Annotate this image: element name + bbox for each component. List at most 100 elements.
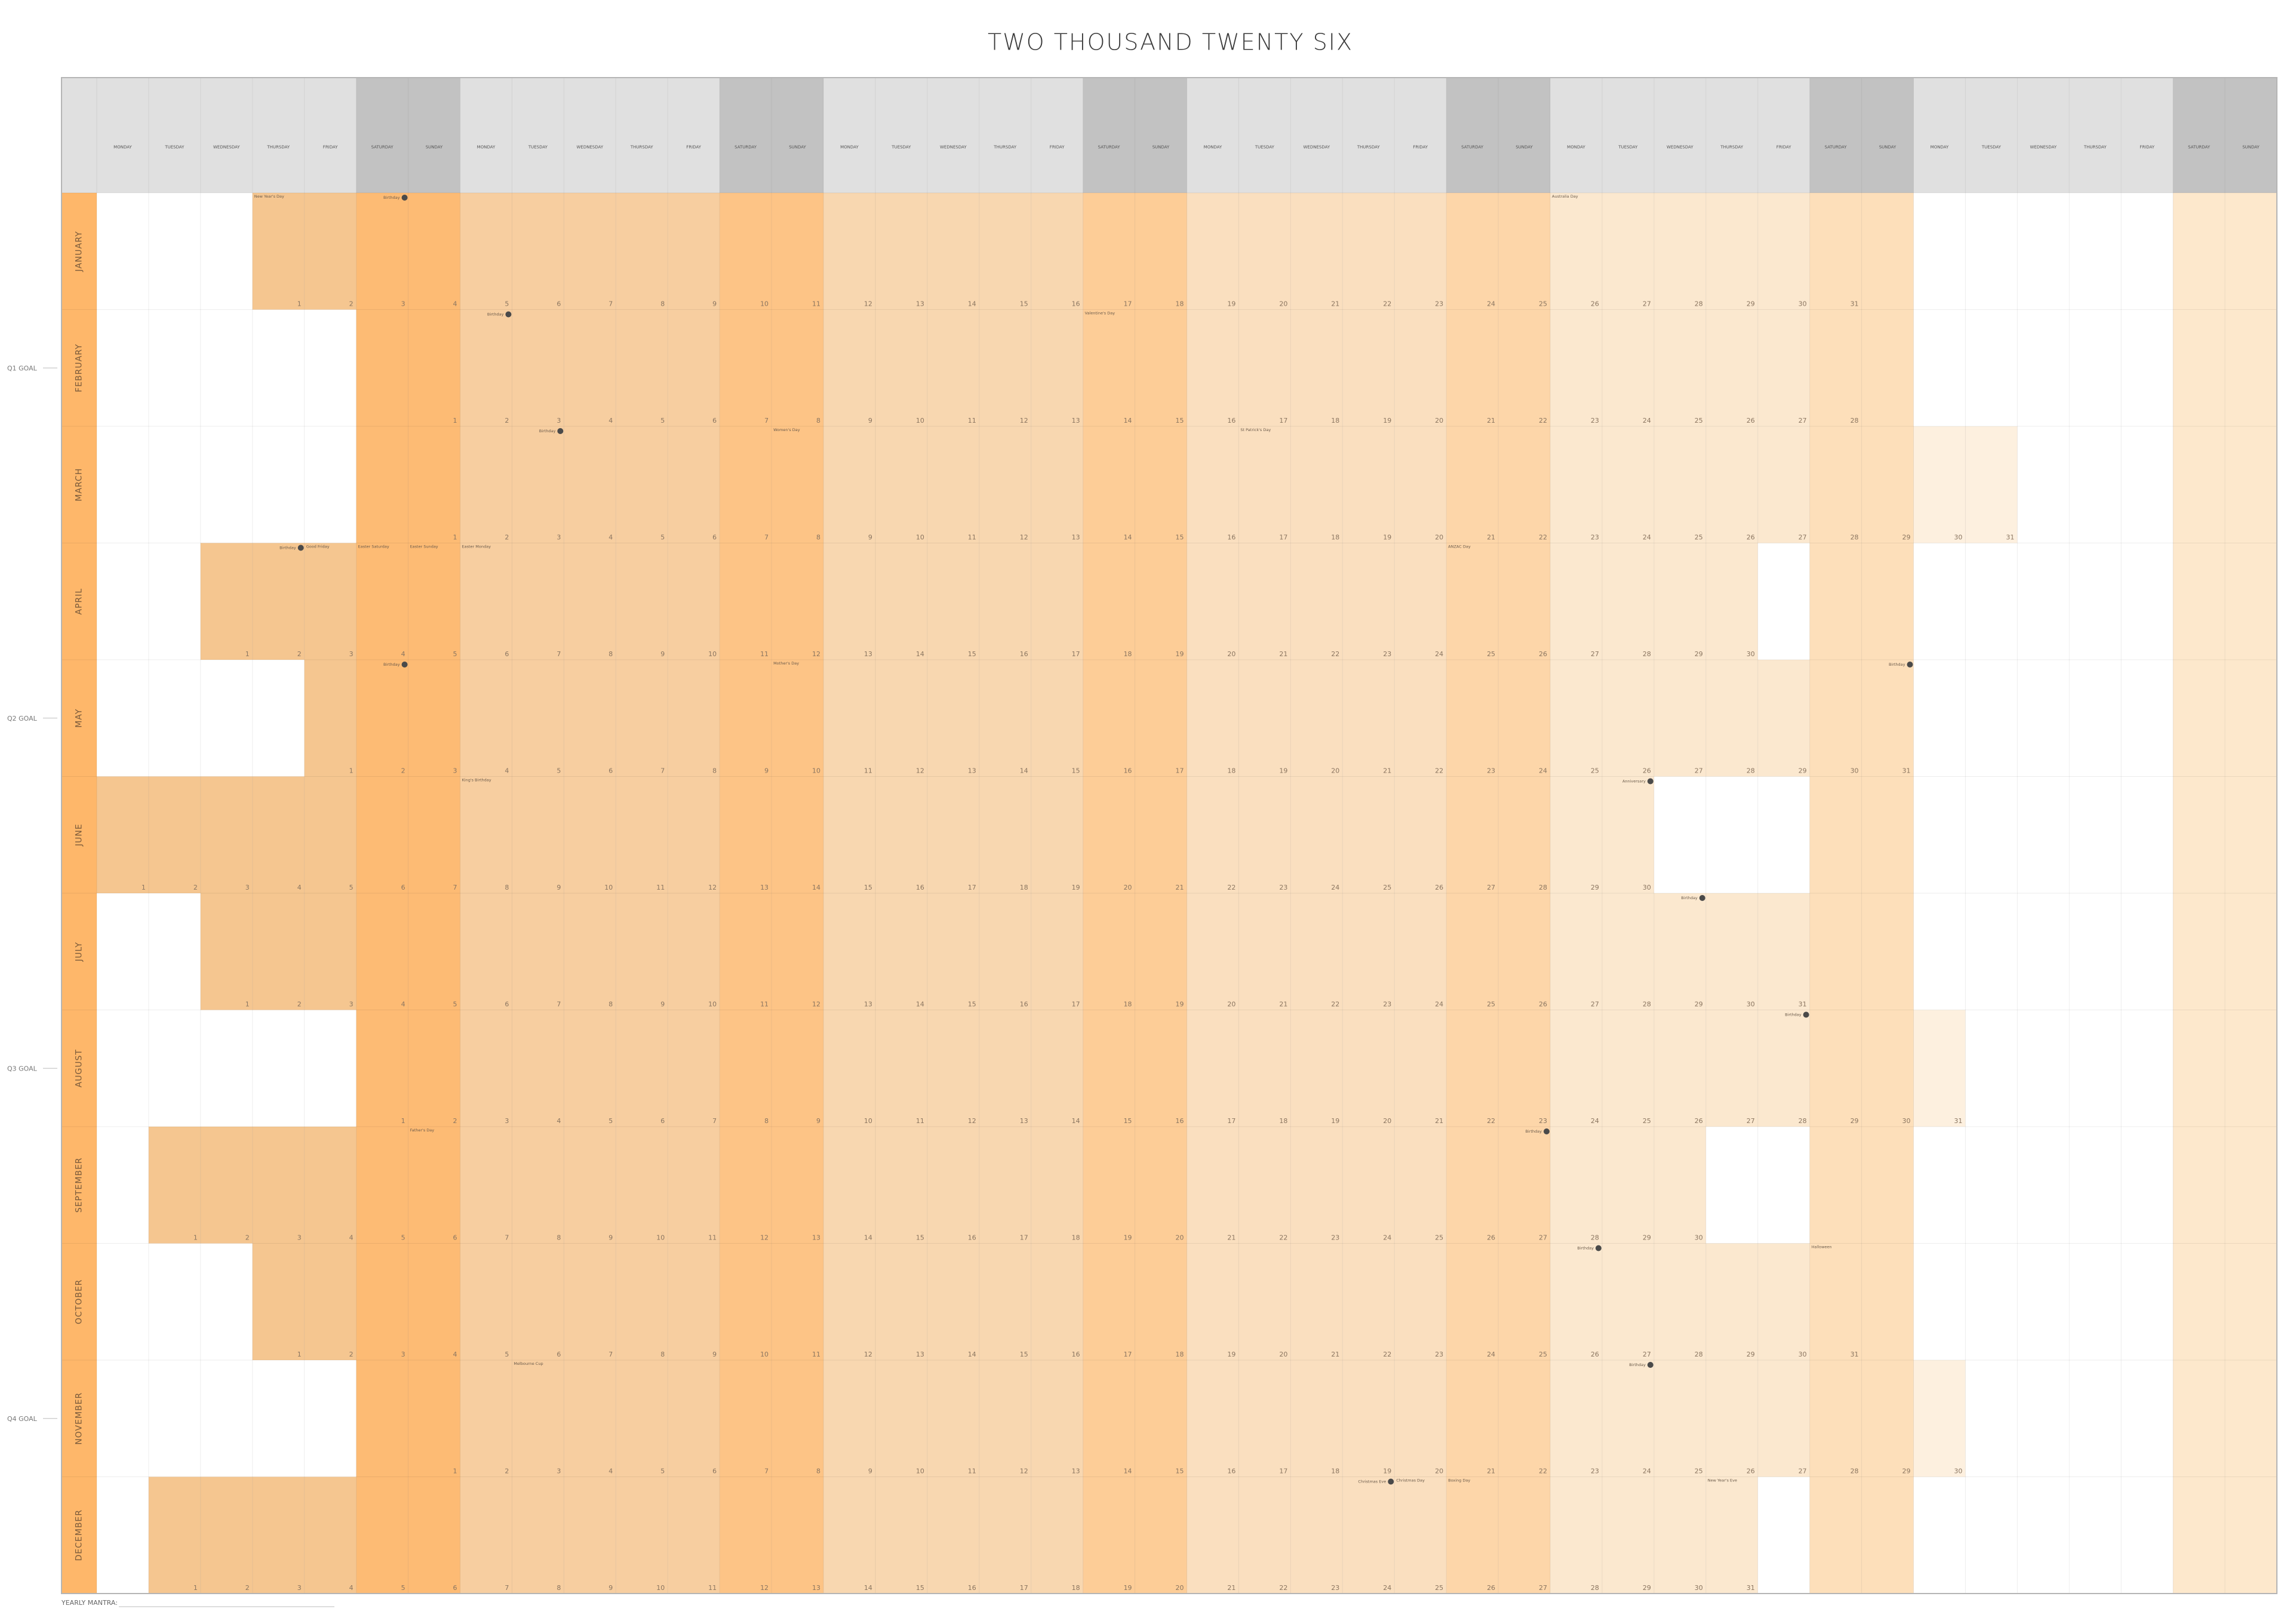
day-cell [356, 1360, 408, 1477]
day-number: 5 [660, 417, 665, 425]
day-cell [1757, 660, 1810, 777]
day-number: 26 [1695, 1117, 1703, 1125]
header-cell [2225, 78, 2277, 193]
day-cell [2225, 543, 2277, 660]
day-cell [771, 193, 823, 310]
day-number: 28 [1695, 300, 1703, 308]
header-cell [2017, 78, 2070, 193]
weekday-label: THURSDAY [630, 145, 653, 150]
day-number: 6 [505, 1001, 509, 1008]
event-dot [1595, 1245, 1602, 1251]
event-label: Australia Day [1552, 194, 1578, 199]
day-number: 17 [1072, 1001, 1080, 1008]
month-label: SEPTEMBER [75, 1157, 84, 1213]
day-number: 28 [1643, 1001, 1651, 1008]
day-cell [1757, 309, 1810, 426]
day-cell [1861, 1360, 1914, 1477]
day-cell [1602, 309, 1654, 426]
day-number: 11 [968, 417, 976, 425]
day-number: 5 [401, 1584, 405, 1592]
day-number: 19 [1124, 1234, 1132, 1242]
day-number: 22 [1487, 1117, 1495, 1125]
day-number: 19 [1072, 884, 1080, 891]
header-cell [1602, 78, 1654, 193]
day-number: 13 [1072, 1468, 1080, 1475]
day-cell [1861, 309, 1914, 426]
day-number: 22 [1435, 767, 1443, 775]
day-number: 27 [1487, 884, 1495, 891]
day-number: 25 [1643, 1117, 1651, 1125]
day-number: 26 [1539, 650, 1547, 658]
day-cell [668, 776, 720, 893]
month-label-cell [62, 1127, 97, 1244]
day-number: 20 [1279, 1351, 1287, 1358]
day-number: 5 [660, 534, 665, 542]
day-cell [668, 426, 720, 543]
day-cell [1653, 1477, 1706, 1594]
day-number: 13 [864, 650, 872, 658]
day-cell [1550, 1010, 1602, 1127]
day-number: 10 [760, 300, 769, 308]
day-number: 29 [1799, 767, 1807, 775]
month-label-cell [62, 893, 97, 1010]
day-cell [823, 776, 875, 893]
month-label-cell [62, 1477, 97, 1594]
day-cell [979, 1477, 1031, 1594]
day-number: 12 [1020, 417, 1028, 425]
weekday-label: MONDAY [1931, 145, 1949, 150]
day-number: 30 [1643, 884, 1651, 891]
day-cell [1498, 1360, 1550, 1477]
day-cell [460, 1243, 512, 1360]
day-cell [1187, 660, 1239, 777]
day-cell [1031, 193, 1083, 310]
day-number: 18 [1331, 417, 1339, 425]
day-cell [460, 426, 512, 543]
day-number: 30 [1799, 1351, 1807, 1358]
day-number: 6 [712, 534, 717, 542]
header-corner [62, 78, 97, 193]
day-cell [1861, 543, 1914, 660]
event-dot [297, 545, 304, 551]
header-cell [927, 78, 979, 193]
header-cell [1550, 78, 1602, 193]
day-number: 28 [1851, 417, 1859, 425]
day-cell [1446, 193, 1499, 310]
day-number: 19 [1383, 534, 1391, 542]
day-cell [1135, 1010, 1187, 1127]
day-number: 10 [656, 1234, 665, 1242]
day-cell [2225, 1477, 2277, 1594]
day-number: 8 [608, 650, 613, 658]
day-cell [1498, 1127, 1550, 1244]
day-cell [1653, 193, 1706, 310]
day-cell [1446, 1243, 1499, 1360]
day-number: 29 [1902, 1468, 1911, 1475]
day-number: 27 [1799, 1468, 1807, 1475]
day-cell [875, 1127, 927, 1244]
day-cell [823, 1243, 875, 1360]
day-cell [1031, 893, 1083, 1010]
day-number: 1 [193, 1234, 198, 1242]
day-number: 16 [1072, 1351, 1080, 1358]
day-number: 4 [453, 1351, 457, 1358]
day-number: 25 [1435, 1584, 1443, 1592]
day-cell [1342, 426, 1395, 543]
day-number: 21 [1383, 767, 1391, 775]
day-number: 14 [1124, 417, 1132, 425]
day-cell [1861, 660, 1914, 777]
day-number: 15 [1020, 300, 1028, 308]
day-number: 23 [1435, 300, 1443, 308]
weekday-label: WEDNESDAY [213, 145, 240, 150]
day-cell [1290, 660, 1343, 777]
day-cell [252, 1477, 305, 1594]
header-cell [771, 78, 823, 193]
day-number: 28 [1747, 767, 1755, 775]
day-number: 10 [604, 884, 613, 891]
day-number: 9 [764, 767, 769, 775]
day-number: 11 [968, 1468, 976, 1475]
day-cell [564, 660, 616, 777]
day-cell [512, 309, 564, 426]
day-number: 19 [1227, 300, 1235, 308]
day-cell [979, 776, 1031, 893]
day-number: 23 [1487, 767, 1495, 775]
day-number: 20 [1124, 884, 1132, 891]
